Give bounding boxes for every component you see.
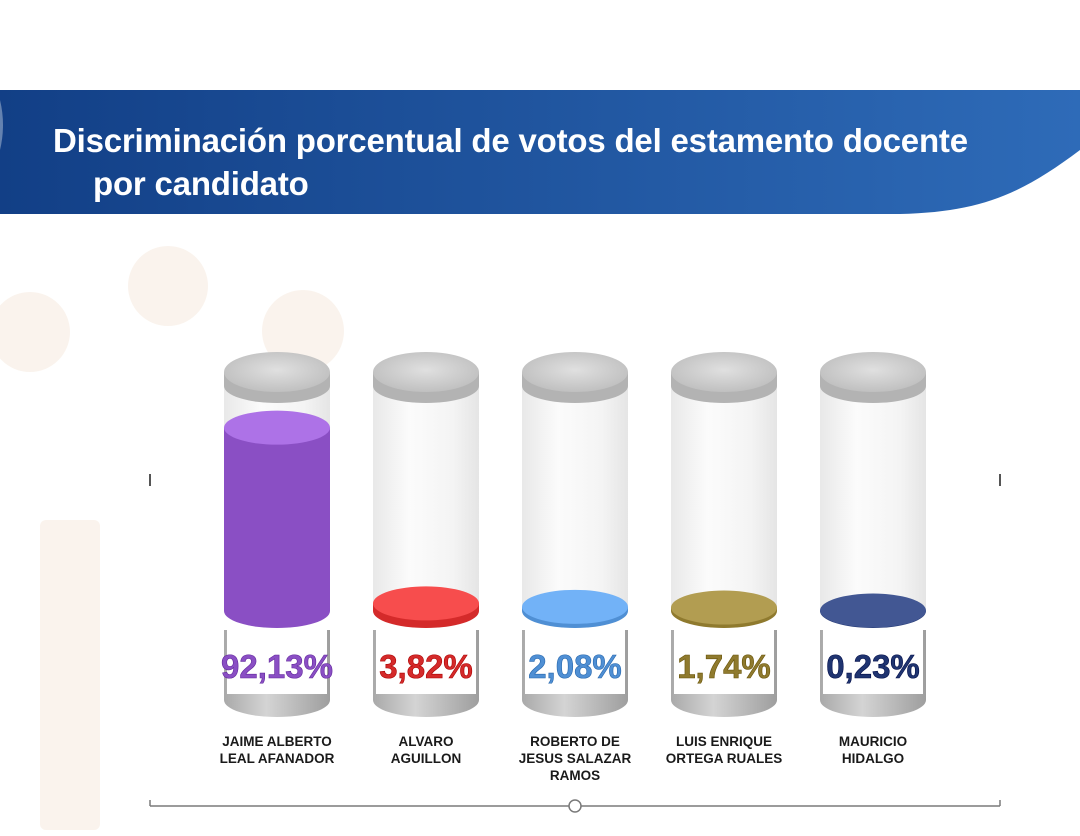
- cylinder-cap-top: [224, 352, 330, 392]
- candidate-name-line: AGUILLON: [391, 751, 462, 766]
- cylinder-base-label-area: [525, 630, 625, 694]
- value-label: 92,13%: [221, 648, 333, 685]
- value-label: 0,23%: [826, 648, 920, 685]
- bar-fill: [224, 427, 330, 628]
- cylinder-cap-top: [522, 352, 628, 392]
- cylinder-glass: [373, 372, 479, 611]
- cylinder-cap-top: [820, 352, 926, 392]
- candidate-name-line: RAMOS: [550, 768, 600, 783]
- cylinder-bar: 1,74% LUIS ENRIQUE ORTEGA RUALES: [666, 352, 783, 766]
- background-circle-decoration: [128, 246, 208, 326]
- candidate-name-line: ALVARO: [399, 734, 454, 749]
- value-label: 3,82%: [379, 648, 473, 685]
- candidate-name-line: LUIS ENRIQUE: [676, 734, 772, 749]
- cylinder-glass: [522, 372, 628, 611]
- cylinder-glass: [671, 372, 777, 611]
- background-circle-decoration: [0, 292, 70, 372]
- cylinder-glass: [820, 372, 926, 611]
- cylinder-cap-top: [671, 352, 777, 392]
- cylinder-base-label-area: [823, 630, 923, 694]
- cylinder-bar: 3,82% ALVARO AGUILLON: [373, 352, 479, 766]
- candidate-name-line: MAURICIO: [839, 734, 907, 749]
- bar-fill-surface: [522, 589, 628, 624]
- side-tick-marks: [149, 474, 1001, 486]
- header-banner: [0, 90, 1080, 214]
- page-title-line-2: por candidato: [93, 165, 309, 202]
- candidate-name-line: HIDALGO: [842, 751, 904, 766]
- candidate-name-line: JAIME ALBERTO: [222, 734, 332, 749]
- page-title-line-1: Discriminación porcentual de votos del e…: [53, 122, 968, 159]
- value-label: 2,08%: [528, 648, 622, 685]
- candidate-name-line: ORTEGA RUALES: [666, 751, 783, 766]
- bar-fill-surface: [373, 586, 479, 621]
- cylinder-bar: 0,23% MAURICIO HIDALGO: [820, 352, 926, 766]
- cylinder-cap-top: [373, 352, 479, 392]
- cylinder-bar: 2,08% ROBERTO DE JESUS SALAZAR RAMOS: [519, 352, 632, 783]
- candidate-name-line: LEAL AFANADOR: [220, 751, 335, 766]
- bars-layer: 92,13% JAIME ALBERTO LEAL AFANADOR 3,82% ALV…: [220, 352, 926, 783]
- x-axis-line: [149, 799, 1001, 813]
- background-bar-decoration: [40, 520, 100, 830]
- bar-fill-surface: [671, 590, 777, 625]
- bar-fill-surface: [224, 410, 330, 445]
- cylinder-base-label-area: [376, 630, 476, 694]
- bar-fill-surface: [820, 593, 926, 628]
- candidate-name-line: ROBERTO DE: [530, 734, 620, 749]
- cylinder-base-label-area: [674, 630, 774, 694]
- value-label: 1,74%: [677, 648, 771, 685]
- candidate-name-line: JESUS SALAZAR: [519, 751, 632, 766]
- cylinder-base-label-area: [227, 630, 327, 694]
- cylinder-bar: 92,13% JAIME ALBERTO LEAL AFANADOR: [220, 352, 335, 766]
